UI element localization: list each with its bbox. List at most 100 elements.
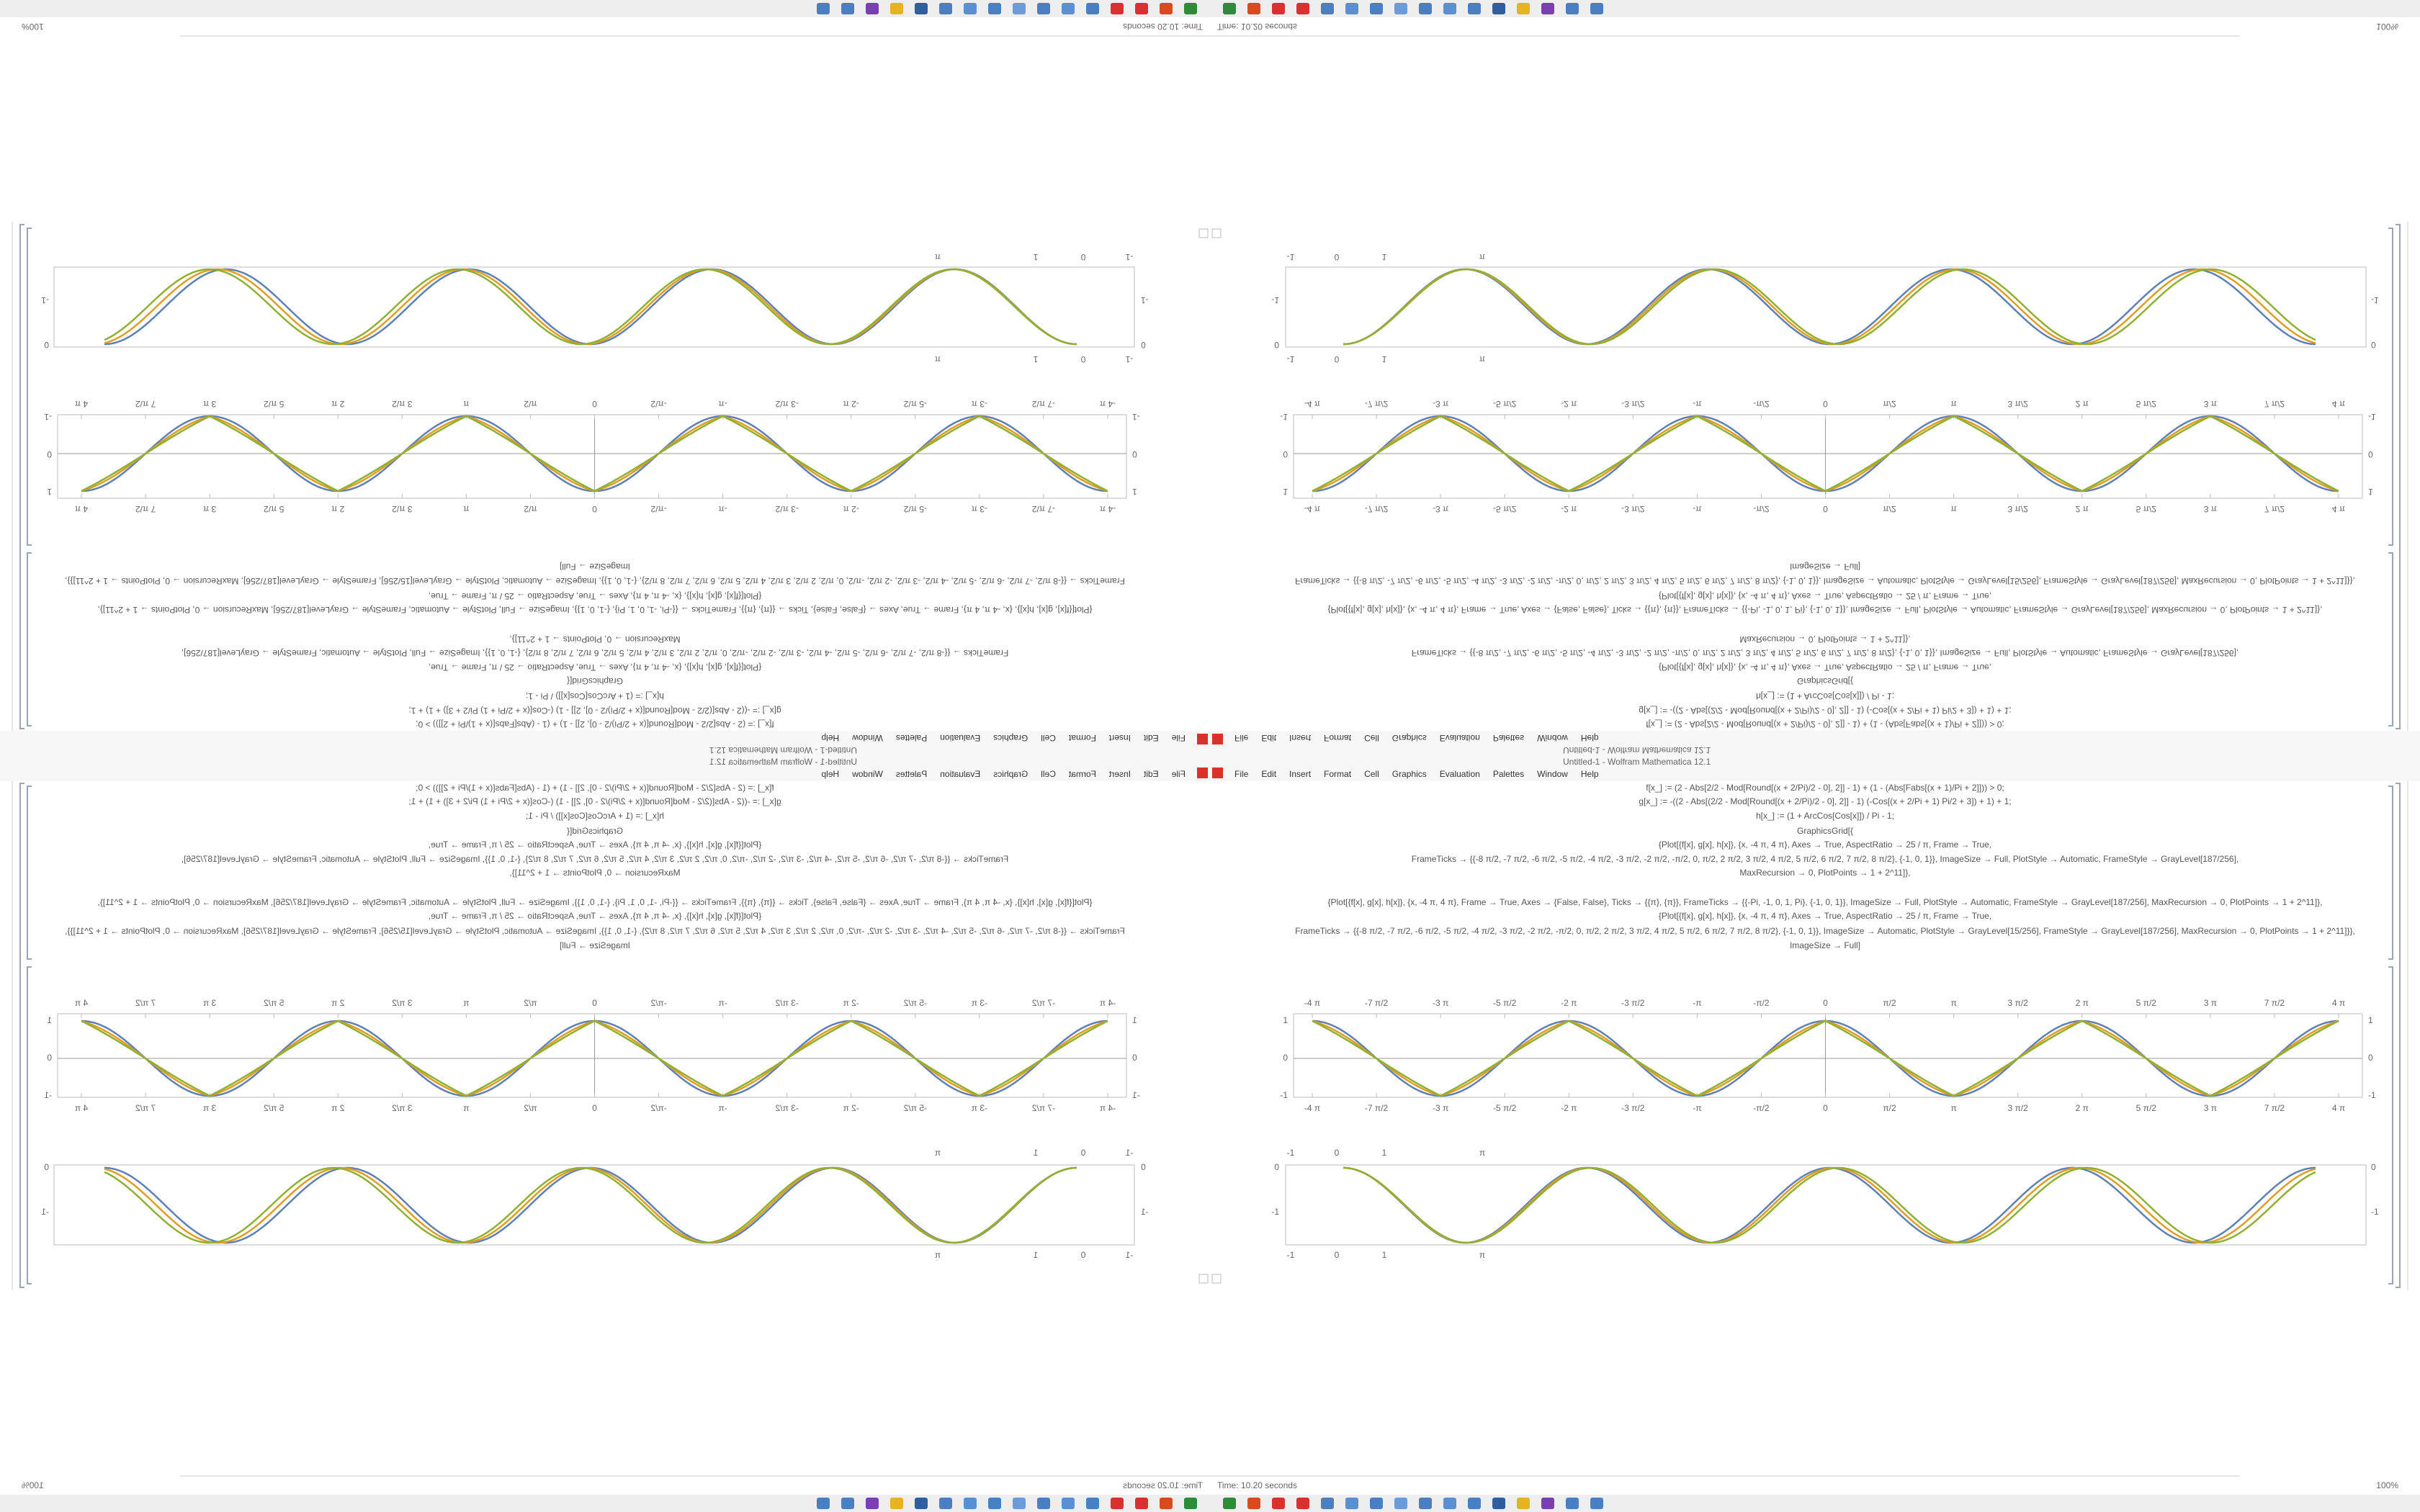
x-tick-label: 2 π: [2076, 998, 2089, 1008]
taskbar-icon[interactable]: [1517, 1498, 1530, 1509]
menu-strip: [1210, 756, 2420, 781]
code-line: GraphicsGrid[{: [1797, 826, 1853, 836]
taskbar-icon[interactable]: [1566, 1498, 1579, 1509]
input-cell: f[x_] := (2 - Abs[2/2 - Mod[Round[(x + 2…: [1295, 783, 2355, 950]
y-tick-label: 1: [1283, 1015, 1288, 1025]
x-tick-label: 0: [1823, 1103, 1828, 1113]
quadrant: Untitled-1 - Wolfram Mathematica 12.1 Fi…: [1210, 756, 2420, 1512]
taskbar: [1210, 1495, 2420, 1512]
taskbar-icon[interactable]: [1590, 1498, 1603, 1509]
x-tick-label: -3 π: [1433, 1103, 1448, 1113]
mirror-left: [0, 755, 1211, 1512]
code-line: h[x_] := (1 + ArcCos[Cos[x]]) / Pi - 1;: [1756, 811, 1894, 821]
menu-item[interactable]: Format: [1324, 769, 1352, 779]
code-line: FrameTicks → {{-8 π/2, -7 π/2, -6 π/2, -…: [1295, 926, 2355, 936]
taskbar-icon[interactable]: [1492, 1498, 1505, 1509]
code-line: MaxRecursion → 0, PlotPoints → 1 + 2^11]…: [1739, 868, 1910, 878]
menu-item[interactable]: Window: [1537, 769, 1568, 779]
curve: [1343, 1166, 2316, 1244]
menu-item[interactable]: Cell: [1364, 769, 1379, 779]
x-tick-label: 0: [1335, 1148, 1340, 1158]
x-tick-label: 1: [1382, 1250, 1387, 1260]
plot-frame: [1293, 1013, 2363, 1098]
x-tick-label: 7 π/2: [2264, 998, 2285, 1008]
x-tick-label: π/2: [1883, 1103, 1896, 1113]
x-tick-label: -5 π/2: [1493, 1103, 1517, 1113]
zoom: 100%: [2376, 1480, 2398, 1490]
group-bracket: [2396, 783, 2401, 1288]
code-line: f[x_] := (2 - Abs[2/2 - Mod[Round[(x + 2…: [1646, 783, 2004, 793]
x-tick-label: -3 π: [1433, 998, 1448, 1008]
status-timing: Time: 10.20 seconds: [1217, 1480, 1297, 1490]
x-tick-label: -7 π/2: [1365, 1103, 1389, 1113]
y-tick-label: 0: [1274, 1162, 1279, 1172]
x-tick-label: 3 π: [2204, 998, 2217, 1008]
x-tick-label: π/2: [1883, 998, 1896, 1008]
x-tick-label: 7 π/2: [2264, 1103, 2285, 1113]
x-tick-label: 0: [1823, 998, 1828, 1008]
x-tick-label: π: [1479, 1250, 1485, 1260]
x-tick-label: -π: [1693, 1103, 1701, 1113]
x-tick-label: π: [1479, 1148, 1485, 1158]
y-tick-label: -1: [1271, 1207, 1279, 1217]
code-line: {Plot[{f[x], g[x], h[x]}, {x, -4 π, 4 π}…: [1659, 840, 1991, 850]
x-tick-label: 2 π: [2076, 1103, 2089, 1113]
cell-bracket: [2388, 966, 2393, 1284]
taskbar-icon[interactable]: [1443, 1498, 1456, 1509]
menu-item[interactable]: Insert: [1289, 769, 1312, 779]
y-tick-label: 0: [1283, 1053, 1288, 1063]
x-tick-label: -7 π/2: [1365, 998, 1389, 1008]
x-tick-label: 4 π: [2332, 998, 2345, 1008]
y-tick-label: 0: [2371, 1162, 2376, 1172]
menu-item[interactable]: Palettes: [1493, 769, 1524, 779]
taskbar-icons: [1223, 1498, 1603, 1509]
x-tick-label: 5 π/2: [2136, 998, 2157, 1008]
x-tick-label: 0: [1335, 1250, 1340, 1260]
taskbar-icon[interactable]: [1272, 1498, 1285, 1509]
taskbar-icon[interactable]: [1419, 1498, 1432, 1509]
x-tick-label: π: [1950, 998, 1956, 1008]
y-tick-label: -1: [2371, 1207, 2379, 1217]
x-tick-label: -1: [1287, 1250, 1295, 1260]
menu-item[interactable]: Help: [1581, 769, 1599, 779]
cell-bracket: [2388, 786, 2393, 960]
x-tick-label: -4 π: [1304, 1103, 1320, 1113]
code-line: {Plot[{f[x], g[x], h[x]}, {x, -4 π, 4 π}…: [1327, 897, 2322, 907]
plot-frame: [1285, 1164, 2367, 1246]
y-tick-label: 1: [2368, 1015, 2373, 1025]
y-tick-label: -1: [2368, 1090, 2376, 1100]
x-tick-label: -5 π/2: [1493, 998, 1517, 1008]
x-tick-label: -π/2: [1753, 1103, 1770, 1113]
taskbar-icon[interactable]: [1296, 1498, 1309, 1509]
taskbar-icon[interactable]: [1394, 1498, 1407, 1509]
taskbar-icon[interactable]: [1223, 1498, 1236, 1509]
x-tick-label: -1: [1287, 1148, 1295, 1158]
app-icon: [1212, 768, 1223, 778]
x-tick-label: 1: [1382, 1148, 1387, 1158]
mirror-top-left: [0, 0, 1211, 757]
curve: [1343, 1166, 2316, 1244]
cell-insert: [1211, 1274, 1222, 1284]
x-tick-label: π: [1950, 1103, 1956, 1113]
menu-item[interactable]: Graphics: [1392, 769, 1427, 779]
menu-item[interactable]: Edit: [1261, 769, 1276, 779]
taskbar-icon[interactable]: [1345, 1498, 1358, 1509]
menu-item[interactable]: File: [1234, 769, 1249, 779]
x-tick-label: -3 π/2: [1621, 998, 1645, 1008]
x-tick-label: 3 π/2: [2008, 1103, 2029, 1113]
taskbar-icon[interactable]: [1321, 1498, 1334, 1509]
x-tick-label: -2 π: [1561, 998, 1577, 1008]
x-tick-label: 3 π: [2204, 1103, 2217, 1113]
x-tick-label: -4 π: [1304, 998, 1320, 1008]
taskbar-icon[interactable]: [1468, 1498, 1481, 1509]
taskbar-icon[interactable]: [1541, 1498, 1554, 1509]
menu-bar: File Edit Insert Format Cell Graphics Evaluati…: [1234, 769, 1599, 779]
code-line: g[x_] := -((2 - Abs[(2/2 - Mod[Round[(x …: [1639, 796, 2011, 806]
taskbar-icon[interactable]: [1370, 1498, 1383, 1509]
menu-item[interactable]: Evaluation: [1440, 769, 1480, 779]
curve: [1312, 1020, 2339, 1097]
taskbar-icon[interactable]: [1247, 1498, 1260, 1509]
x-tick-label: -3 π/2: [1621, 1103, 1645, 1113]
